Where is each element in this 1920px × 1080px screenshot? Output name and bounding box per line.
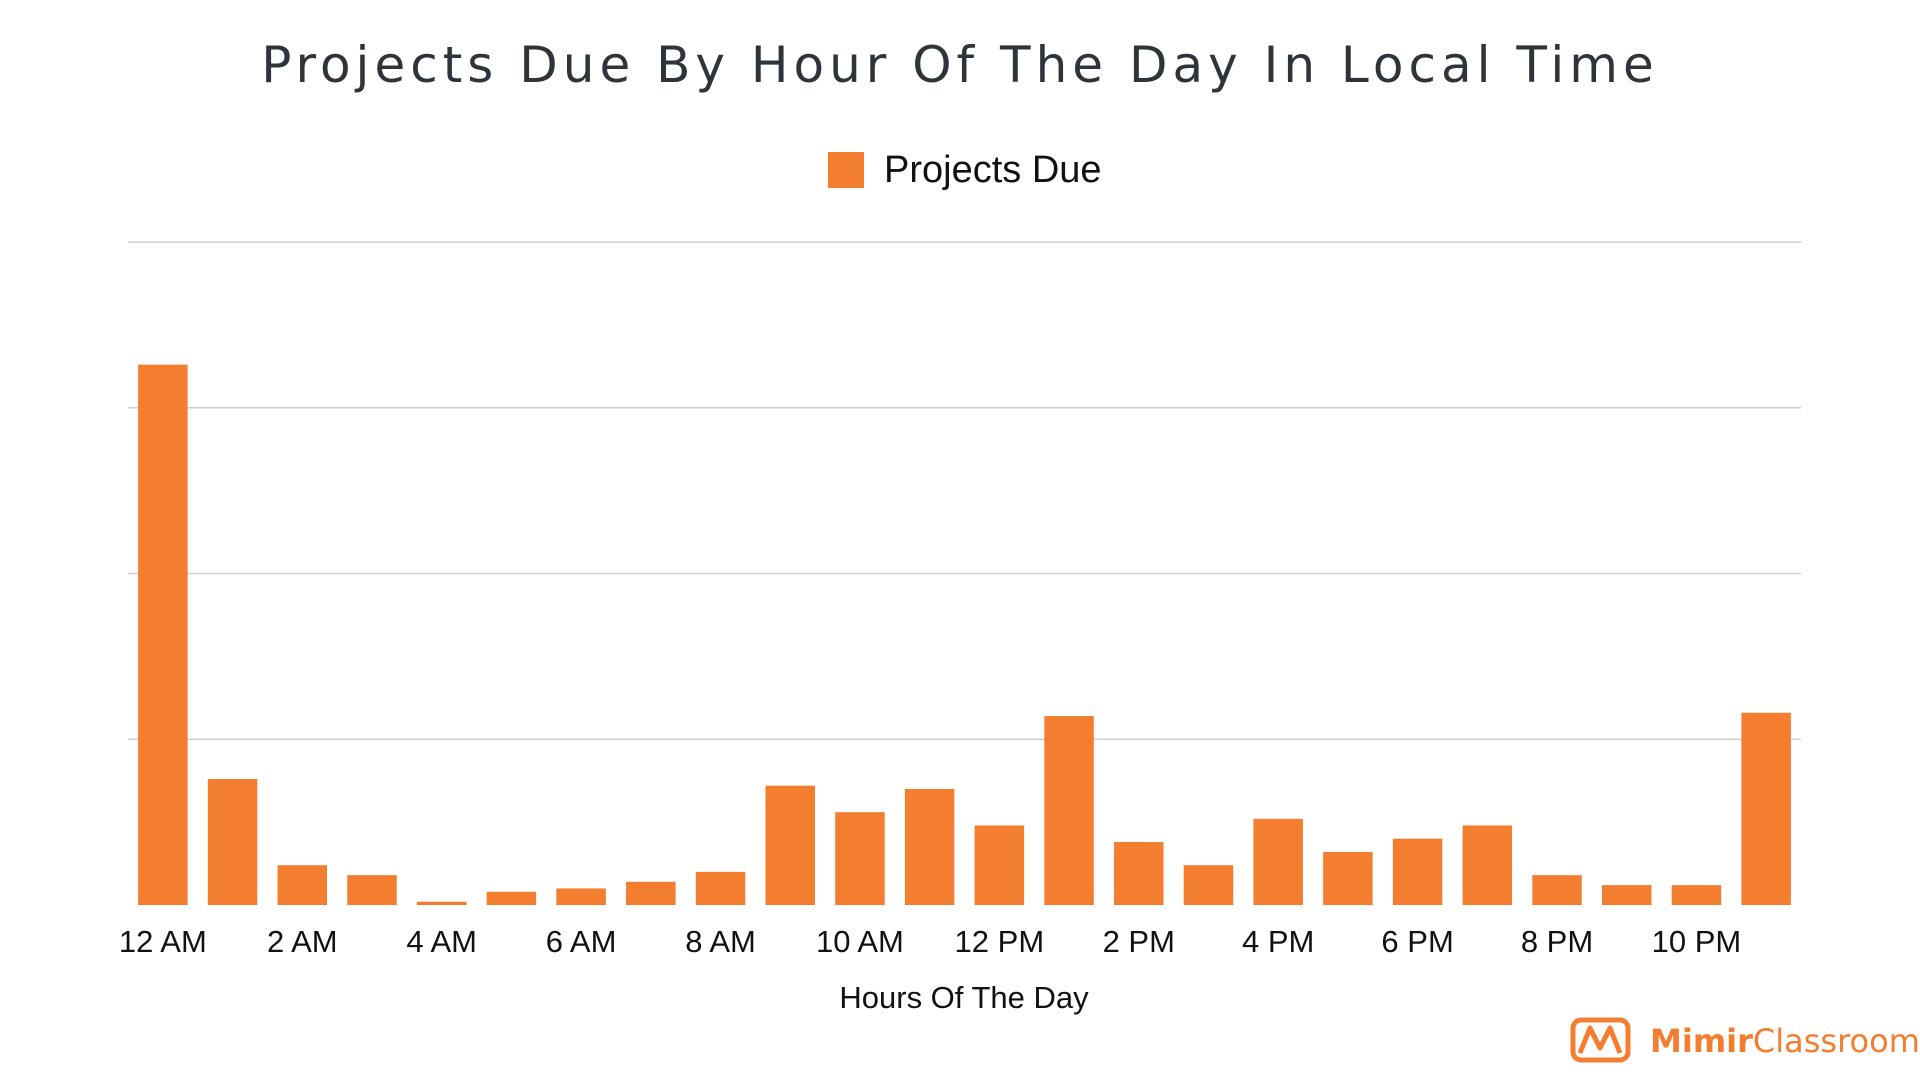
bar-8-pm [1532,875,1582,905]
brand-logo: MimirClassroom [1570,1017,1920,1063]
chart-title: Projects Due By Hour Of The Day In Local… [261,36,1659,94]
bar-4-pm [1253,818,1303,905]
x-tick-label: 8 AM [685,924,756,959]
x-tick-label: 6 AM [546,924,617,959]
bar-11-am [904,788,955,905]
bar-11-pm [1741,712,1791,905]
bar-1-pm [1044,716,1094,905]
bars [138,364,1791,905]
x-tick-label: 12 PM [955,924,1045,959]
x-tick-label: 4 AM [406,924,477,959]
legend-label: Projects Due [884,149,1102,191]
bar-2-am [277,865,328,905]
bar-2-pm [1114,842,1164,905]
bar-7-pm [1462,825,1513,905]
bar-5-am [486,891,537,905]
x-tick-labels: 12 AM 2 AM 4 AM 6 AM 8 AM 10 AM 12 PM 2 PM 4 PM 6… [119,924,1741,959]
x-tick-label: 2 PM [1103,924,1175,959]
bar-8-am [695,871,746,905]
bar-3-pm [1183,865,1234,905]
bar-3-am [347,875,397,905]
legend: Projects Due [828,149,1102,191]
bar-4-am [416,901,467,905]
legend-swatch [828,152,864,188]
bar-10-am [835,812,885,905]
bar-6-am [556,888,606,905]
bar-10-pm [1671,885,1722,905]
x-axis-label: Hours Of The Day [839,980,1089,1015]
x-tick-label: 10 PM [1652,924,1742,959]
x-tick-label: 2 AM [267,924,338,959]
mimir-logo-icon [1570,1017,1631,1063]
bar-6-pm [1392,838,1443,905]
bar-1-am [207,779,258,905]
brand-name: MimirClassroom [1650,1022,1920,1060]
bar-7-am [626,881,676,905]
bar-9-am [765,785,815,905]
x-tick-label: 10 AM [816,924,904,959]
bar-9-pm [1601,885,1652,905]
gridlines [128,241,1801,740]
bar-12-am [138,364,188,905]
x-tick-label: 12 AM [119,924,207,959]
x-tick-label: 4 PM [1242,924,1314,959]
bar-12-pm [974,825,1025,905]
bar-5-pm [1323,851,1373,905]
x-tick-label: 6 PM [1381,924,1453,959]
x-tick-label: 8 PM [1521,924,1593,959]
